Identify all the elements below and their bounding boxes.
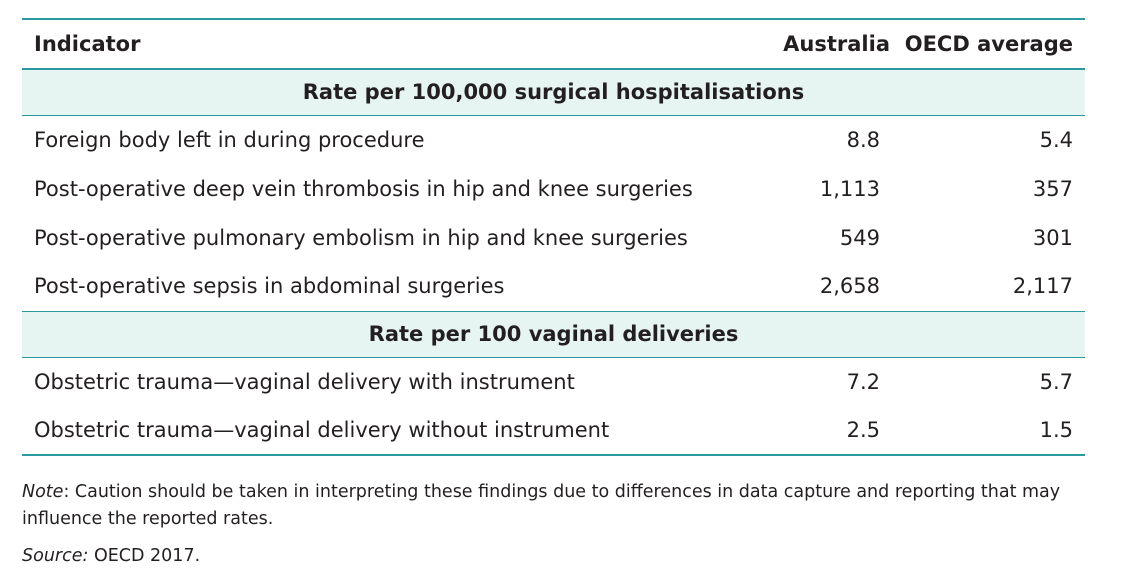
oecd-value-cell: 2,117: [1012, 274, 1073, 299]
indicator-cell: Post-operative deep vein thrombosis in h…: [34, 176, 693, 201]
source-text: OECD 2017.: [88, 546, 201, 566]
indicator-cell: Obstetric trauma—vaginal delivery with i…: [34, 369, 575, 394]
oecd-value-cell: 357: [1032, 176, 1073, 201]
oecd-value-cell: 5.4: [1039, 127, 1073, 152]
table-row: Obstetric trauma—vaginal delivery withou…: [22, 406, 1085, 455]
section-title: Rate per 100 vaginal deliveries: [368, 322, 739, 346]
australia-value-cell: 2.5: [846, 418, 880, 442]
table-row: Post-operative pulmonary embolism in hip…: [22, 213, 1085, 262]
table-note: Note: Caution should be taken in interpr…: [22, 479, 1082, 533]
australia-value-cell: 549: [839, 225, 880, 250]
column-header-indicator: Indicator: [34, 32, 141, 56]
australia-value-cell: 7.2: [846, 369, 880, 394]
indicator-cell: Post-operative pulmonary embolism in hip…: [34, 225, 688, 250]
section-header-surgical: Rate per 100,000 surgical hospitalisatio…: [22, 69, 1085, 115]
note-text: : Caution should be taken in interpretin…: [22, 482, 1061, 529]
section-title: Rate per 100,000 surgical hospitalisatio…: [302, 80, 805, 105]
indicator-cell: Obstetric trauma—vaginal delivery withou…: [34, 418, 610, 442]
australia-value-cell: 2,658: [819, 274, 880, 299]
table-row: Post-operative sepsis in abdominal surge…: [22, 262, 1085, 311]
australia-value-cell: 1,113: [819, 176, 880, 201]
oecd-value-cell: 1.5: [1039, 418, 1073, 442]
table-row: Obstetric trauma—vaginal delivery with i…: [22, 357, 1085, 406]
table-header-row: Indicator Australia OECD average: [22, 19, 1085, 69]
note-label: Note: [22, 482, 64, 502]
section-header-vaginal-deliveries: Rate per 100 vaginal deliveries: [22, 311, 1085, 357]
indicator-cell: Post-operative sepsis in abdominal surge…: [34, 274, 505, 299]
table-row: Foreign body left in during procedure 8.…: [22, 115, 1085, 164]
oecd-value-cell: 5.7: [1039, 369, 1073, 394]
indicator-table-container: Indicator Australia OECD average Rate pe…: [22, 18, 1085, 456]
table-row: Post-operative deep vein thrombosis in h…: [22, 164, 1085, 213]
indicator-cell: Foreign body left in during procedure: [34, 127, 425, 152]
australia-value-cell: 8.8: [846, 127, 880, 152]
column-header-australia: Australia: [783, 32, 890, 56]
table-source: Source: OECD 2017.: [22, 543, 200, 570]
indicator-table: Indicator Australia OECD average Rate pe…: [22, 18, 1085, 456]
column-header-oecd-average: OECD average: [904, 32, 1073, 56]
source-label: Source:: [22, 546, 89, 566]
oecd-value-cell: 301: [1032, 225, 1073, 250]
